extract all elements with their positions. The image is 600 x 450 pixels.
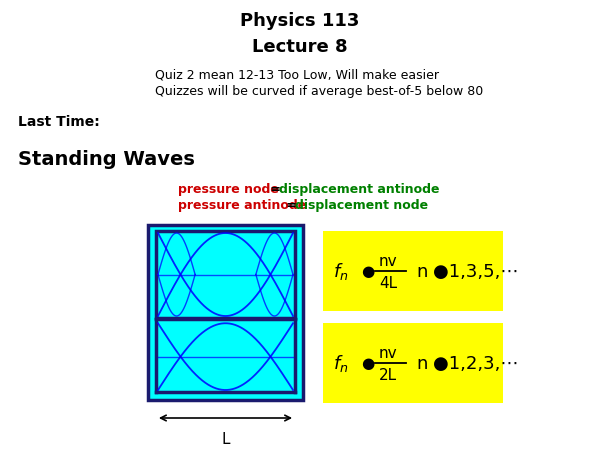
Bar: [323, 231, 503, 311]
Text: pressure antinode: pressure antinode: [178, 199, 306, 212]
Text: Physics 113
Lecture 8: Physics 113 Lecture 8: [241, 12, 359, 56]
Text: 4L: 4L: [379, 276, 397, 292]
Text: pressure node: pressure node: [178, 183, 279, 196]
Text: Quiz 2 mean 12-13 Too Low, Will make easier: Quiz 2 mean 12-13 Too Low, Will make eas…: [155, 68, 439, 81]
Text: $f_n$: $f_n$: [333, 354, 349, 374]
Text: ●: ●: [361, 356, 374, 372]
Bar: [323, 323, 503, 403]
Text: ●1,2,3,⋯: ●1,2,3,⋯: [433, 355, 518, 373]
Text: displacement antinode: displacement antinode: [279, 183, 439, 196]
Text: Quizzes will be curved if average best-of-5 below 80: Quizzes will be curved if average best-o…: [155, 85, 483, 98]
Text: displacement node: displacement node: [295, 199, 428, 212]
Text: L: L: [221, 432, 230, 447]
Text: Standing Waves: Standing Waves: [18, 150, 195, 169]
Text: =: =: [266, 183, 286, 196]
Bar: [148, 225, 303, 400]
Bar: [156, 231, 295, 318]
Text: =: =: [282, 199, 301, 212]
Text: Last Time:: Last Time:: [18, 115, 100, 129]
Text: n: n: [416, 263, 427, 281]
Text: nv: nv: [379, 346, 398, 360]
Text: nv: nv: [379, 253, 398, 269]
Text: 2L: 2L: [379, 369, 397, 383]
Text: ●1,3,5,⋯: ●1,3,5,⋯: [433, 263, 518, 281]
Text: ●: ●: [361, 265, 374, 279]
Text: n: n: [416, 355, 427, 373]
Text: $f_n$: $f_n$: [333, 261, 349, 283]
